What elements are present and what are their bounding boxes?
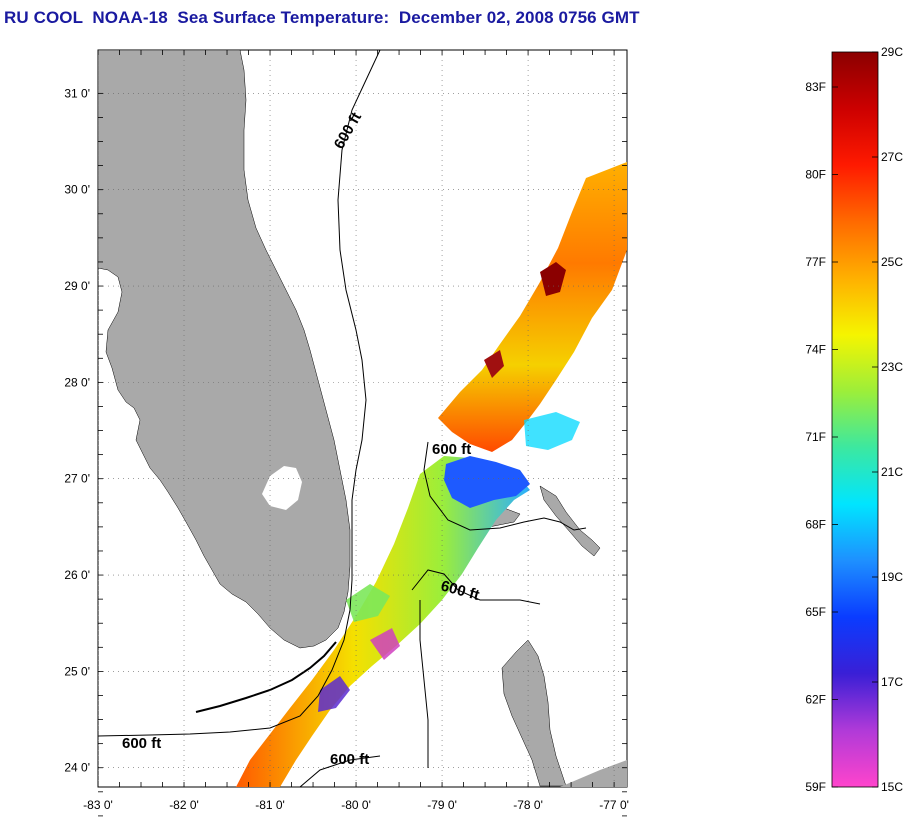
cuba — [560, 760, 627, 787]
page-title: RU COOL NOAA-18 Sea Surface Temperature:… — [4, 8, 640, 27]
lake-okeechobee — [262, 466, 302, 510]
lat-tick-label: 25 0' — [64, 664, 90, 678]
contour-label-keys: 600 ft — [122, 735, 161, 752]
lon-tick-label: -81 0' — [255, 798, 285, 812]
sst-cold-patch — [444, 456, 530, 508]
lat-tick-label: 27 0' — [64, 472, 90, 486]
sst-cyan-patch — [524, 412, 580, 450]
contour-label-south: 600 ft — [330, 751, 369, 768]
sst-cool-edge-2 — [370, 628, 400, 660]
lon-tick-label: -83 0' — [83, 798, 113, 812]
isobath-600ft-channel — [411, 569, 541, 605]
florida-keys — [195, 641, 337, 713]
sst-warm-patch — [540, 262, 566, 296]
sst-swath-south — [236, 456, 530, 787]
isobath-600ft-atlantic — [98, 50, 381, 737]
andros — [501, 639, 567, 787]
map-grid — [98, 50, 627, 787]
longitude-axis: -83 0' -82 0' -81 0' -80 0' -79 0' -78 0' -77 … — [83, 50, 629, 812]
lon-tick-label: -79 0' — [427, 798, 457, 812]
lon-tick-label: -82 0' — [169, 798, 199, 812]
lat-tick-label: 29 0' — [64, 279, 90, 293]
lat-tick-label: 26 0' — [64, 568, 90, 582]
lon-tick-label: -77 0' — [599, 798, 629, 812]
sst-warm-patch-2 — [484, 350, 504, 378]
lat-tick-label: 28 0' — [64, 375, 90, 389]
abaco — [539, 485, 601, 557]
isobath-600ft-sw — [299, 755, 381, 787]
sst-green-patch — [346, 584, 390, 622]
isobath-600ft-bahamas — [423, 441, 587, 531]
sst-cool-edge — [318, 676, 350, 712]
isobath-600ft-south — [419, 600, 429, 768]
lat-tick-label: 24 0' — [64, 761, 90, 775]
sst-swath — [438, 162, 627, 452]
contour-label-bahamas: 600 ft — [432, 441, 471, 458]
lon-tick-label: -80 0' — [341, 798, 371, 812]
lat-tick-label: 31 0' — [64, 86, 90, 100]
latitude-axis: 31 0' 30 0' 29 0' 28 0' 27 0' 26 0' 25 0' 24 0' — [64, 86, 627, 817]
lon-tick-label: -78 0' — [513, 798, 543, 812]
lat-tick-label: 30 0' — [64, 183, 90, 197]
